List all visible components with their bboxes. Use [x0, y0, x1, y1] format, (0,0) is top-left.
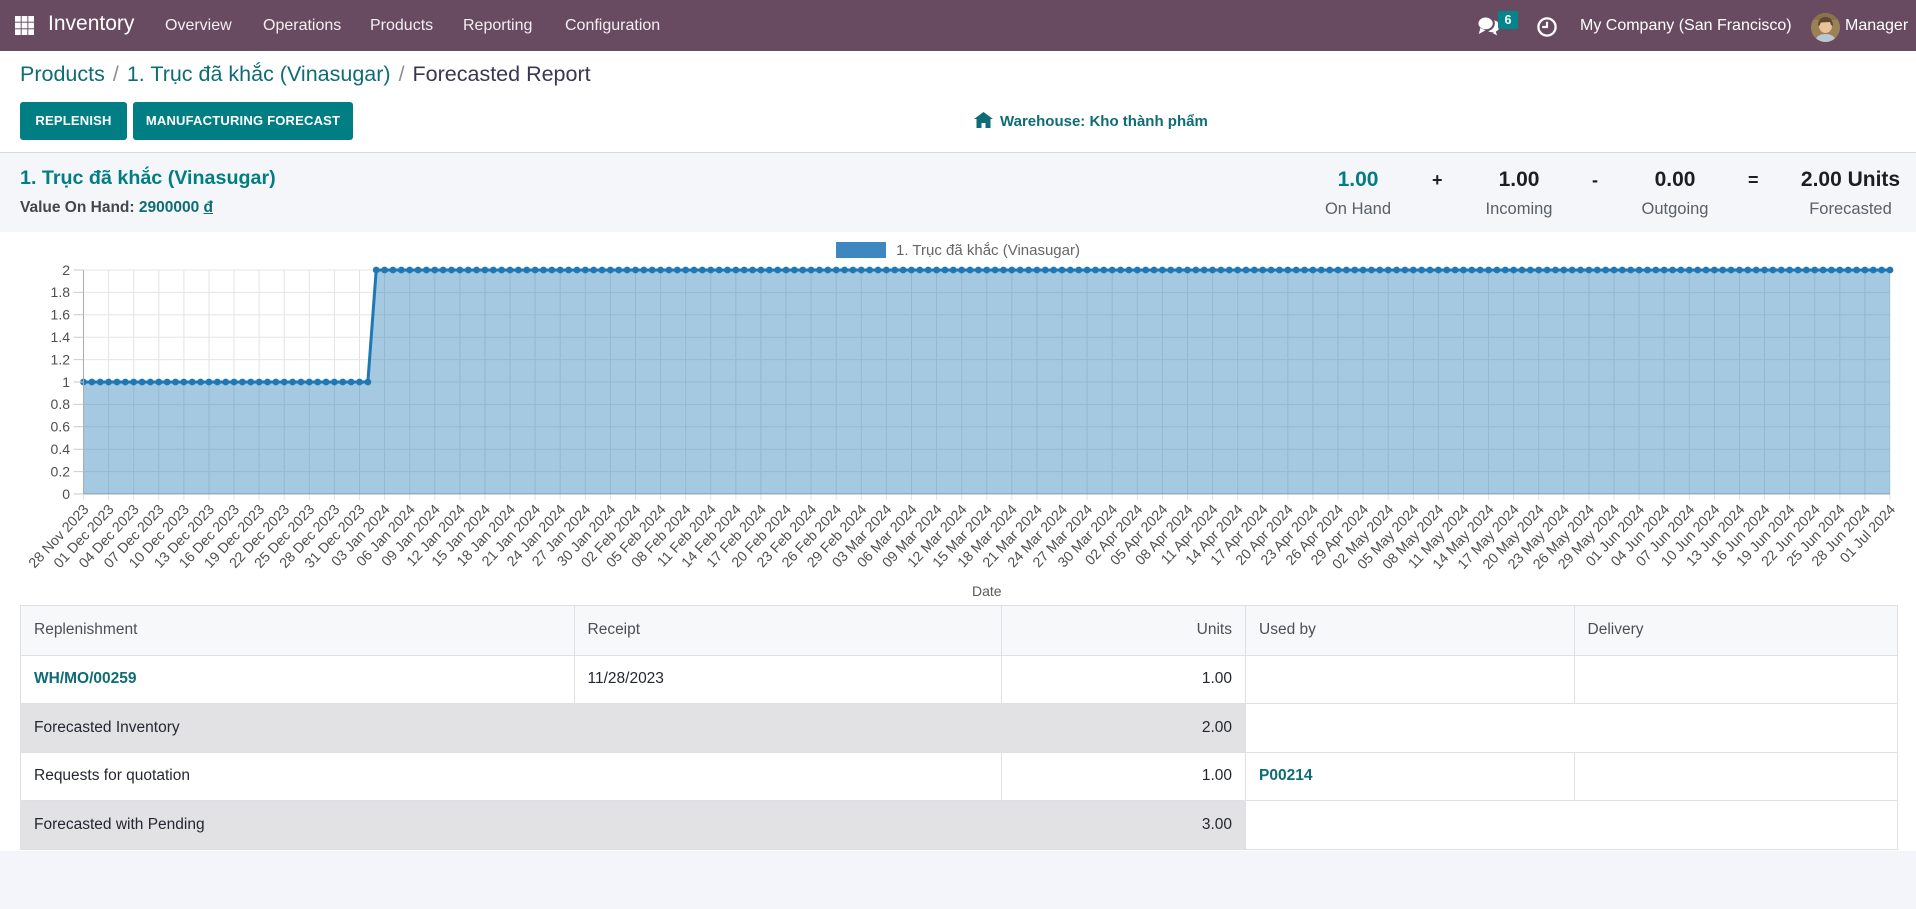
svg-text:Date: Date: [972, 583, 1002, 599]
svg-text:1: 1: [62, 374, 70, 390]
svg-text:0.8: 0.8: [51, 396, 71, 412]
svg-text:1.8: 1.8: [51, 284, 71, 300]
svg-text:1.6: 1.6: [51, 307, 71, 323]
svg-text:0: 0: [62, 486, 70, 502]
svg-text:0.4: 0.4: [51, 441, 71, 457]
svg-text:1.2: 1.2: [51, 351, 71, 367]
svg-text:1.4: 1.4: [51, 329, 71, 345]
svg-text:2: 2: [62, 262, 70, 278]
svg-text:1. Trục đã khắc (Vinasugar): 1. Trục đã khắc (Vinasugar): [896, 242, 1080, 259]
svg-text:0.6: 0.6: [51, 419, 71, 435]
svg-text:0.2: 0.2: [51, 463, 71, 479]
